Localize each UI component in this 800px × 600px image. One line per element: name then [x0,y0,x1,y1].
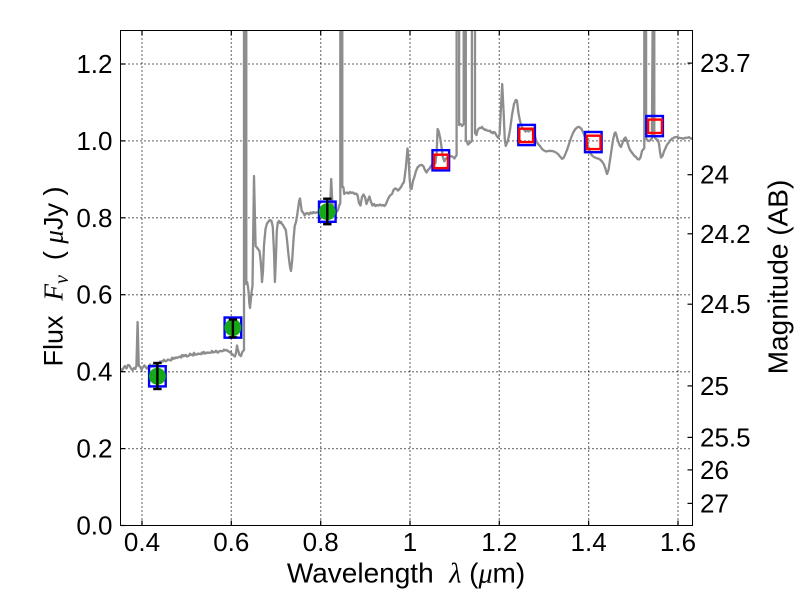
svg-text:23.7: 23.7 [700,48,751,78]
svg-text:26: 26 [700,455,729,485]
svg-text:25.5: 25.5 [700,422,751,452]
svg-text:24: 24 [700,160,729,190]
svg-text:27: 27 [700,488,729,518]
svg-text:1: 1 [403,527,417,557]
svg-text:0.4: 0.4 [76,357,112,387]
svg-text:24.2: 24.2 [700,219,751,249]
svg-text:0.2: 0.2 [76,434,112,464]
svg-text:0.6: 0.6 [76,280,112,310]
svg-text:1.2: 1.2 [76,49,112,79]
svg-text:Magnitude (AB): Magnitude (AB) [763,180,794,375]
svg-text:0.8: 0.8 [76,203,112,233]
svg-text:1.0: 1.0 [76,126,112,156]
svg-text:0.4: 0.4 [124,527,160,557]
svg-text:1.6: 1.6 [660,527,696,557]
svg-text:0.0: 0.0 [76,511,112,541]
svg-text:Wavelength λ (μm): Wavelength λ (μm) [287,558,525,590]
svg-text:25: 25 [700,371,729,401]
svg-text:0.6: 0.6 [213,527,249,557]
svg-text:24.5: 24.5 [700,289,751,319]
svg-text:1.2: 1.2 [481,527,517,557]
svg-text:1.4: 1.4 [571,527,607,557]
svg-text:0.8: 0.8 [303,527,339,557]
